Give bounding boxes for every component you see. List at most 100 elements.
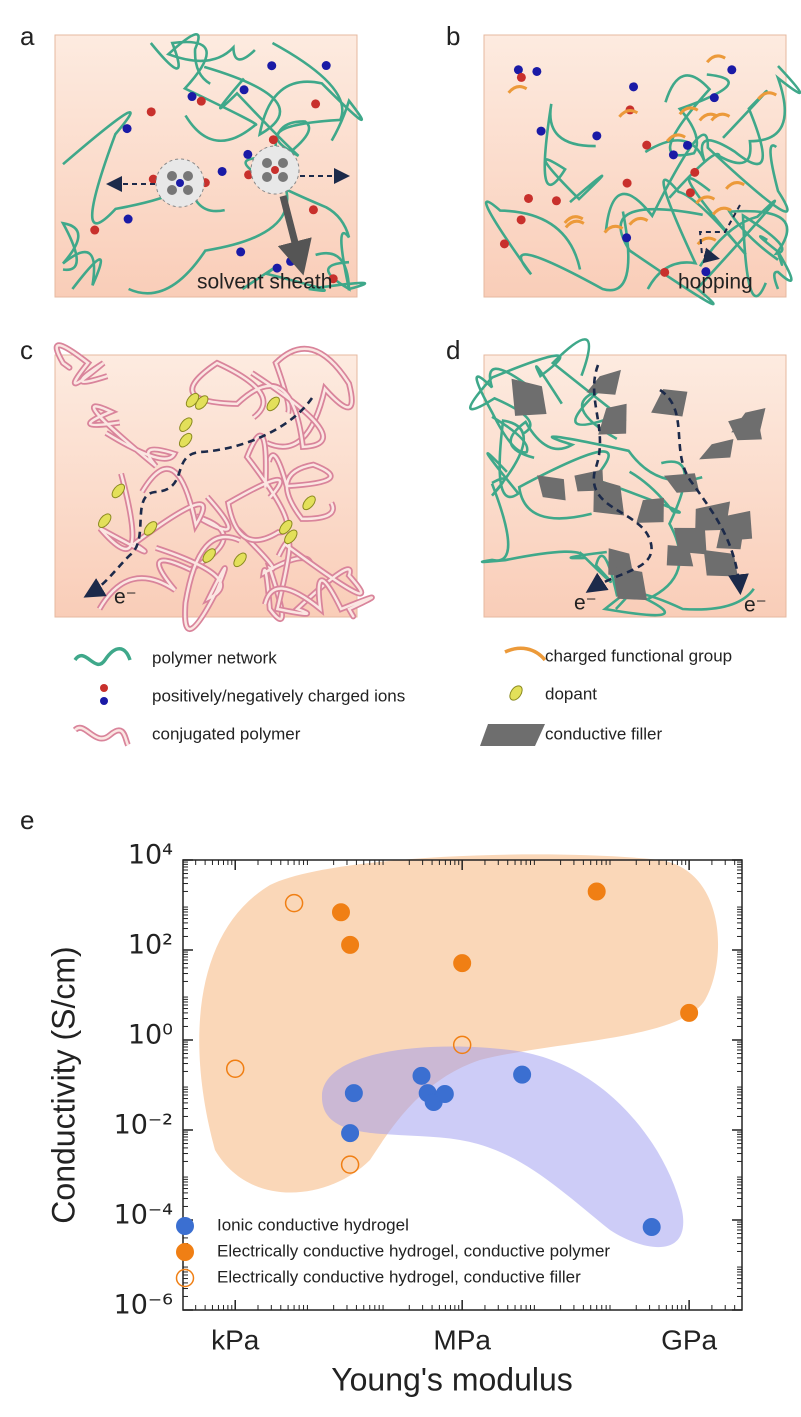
ion [146, 107, 156, 117]
arrow [277, 195, 312, 276]
solvent-molecule [183, 185, 193, 195]
charged-group [507, 85, 528, 94]
polymer-chain [668, 65, 801, 199]
dopant [266, 396, 280, 412]
data-point [513, 1065, 532, 1084]
y-tick-label: 10⁴ [128, 840, 173, 871]
y-tick-label: 10⁻⁴ [114, 1200, 173, 1231]
y-tick-label: 10² [128, 930, 173, 961]
solvent-molecule [167, 185, 177, 195]
legend-marker [176, 1217, 194, 1235]
ion [286, 256, 296, 266]
ion [321, 61, 331, 71]
conductive-filler [673, 527, 707, 555]
dopant [284, 529, 298, 545]
charged-group [710, 112, 731, 122]
ion [532, 66, 542, 76]
ion [629, 82, 639, 92]
ion [592, 131, 602, 141]
legend-text: charged functional group [545, 646, 732, 665]
conjugated-polymer [267, 454, 335, 521]
panel-label: b [446, 21, 460, 51]
legend-icon [504, 646, 547, 662]
schematics: a b c d solvent sheath hopping e⁻ e⁻ e⁻ [20, 21, 801, 633]
charged-group [603, 224, 624, 234]
annotation: hopping [678, 271, 753, 294]
y-tick-label: 10⁰ [128, 1020, 173, 1051]
x-tick-label: GPa [661, 1324, 717, 1355]
polymer-chain [468, 354, 563, 436]
conductive-filler [663, 473, 700, 493]
legend-icon [100, 684, 108, 692]
panel-label: d [446, 335, 460, 365]
data-point [341, 1124, 360, 1143]
charged-group [757, 91, 778, 101]
polymer-chain [578, 551, 755, 611]
charged-group [711, 206, 732, 216]
legend-icon [73, 647, 132, 667]
conductive-filler [586, 369, 621, 395]
dopant [185, 392, 200, 408]
polymer-chain [727, 209, 789, 298]
conductive-filler [574, 469, 604, 492]
solvent-molecule [278, 172, 288, 182]
data-point [344, 1084, 363, 1103]
annotation: solvent sheath [197, 271, 332, 294]
x-tick-label: MPa [433, 1324, 491, 1355]
legend-icon [509, 685, 523, 701]
polymer-chain [486, 419, 526, 499]
ion [683, 140, 693, 150]
polymer-chain [517, 450, 681, 520]
conjugated-polymer [55, 344, 108, 385]
polymer-chain [475, 367, 529, 454]
panel-label: e [20, 805, 34, 835]
conjugated-polymer [98, 495, 230, 610]
electron-path [659, 388, 749, 596]
polymer-chain [219, 41, 344, 157]
arrow [698, 204, 741, 264]
panel-label: c [20, 335, 33, 365]
data-point [587, 882, 606, 901]
polymer-chain [480, 483, 607, 564]
dopant [111, 483, 125, 499]
ion [148, 174, 158, 184]
legend-text: dopant [545, 684, 597, 703]
data-point [340, 1155, 360, 1174]
polymer-chain [644, 89, 768, 166]
solvent-molecule [262, 172, 272, 182]
charged-group [618, 109, 639, 118]
ion [499, 239, 509, 249]
data-point [341, 935, 360, 954]
solvent-molecule [278, 158, 288, 168]
conductive-filler [651, 389, 688, 417]
ion [690, 167, 700, 177]
ion [727, 65, 737, 75]
charged-group [695, 195, 716, 205]
data-point [452, 1035, 472, 1055]
legend-icon [74, 726, 130, 746]
conjugated-polymer [99, 467, 205, 553]
dopant [98, 513, 112, 528]
conjugated-polymer [226, 434, 289, 542]
panel-label: a [20, 21, 35, 51]
chart: e Young's modulus Conductivity (S/cm) kP… [20, 805, 743, 1397]
dopant [179, 417, 193, 432]
ion [536, 126, 546, 136]
ion [642, 140, 652, 150]
polymer-chain [509, 419, 703, 482]
legend-marker [176, 1243, 194, 1261]
conductive-filler [537, 475, 566, 501]
ion [516, 215, 526, 225]
conductive-filler [703, 550, 738, 577]
ion [196, 96, 206, 106]
solvent-molecule [183, 171, 193, 181]
polymer-chain [604, 133, 789, 233]
ion [176, 179, 184, 187]
polymer-chain [165, 33, 256, 85]
charged-group [678, 106, 699, 116]
annotation: e⁻ [744, 594, 767, 617]
polymer-chain [149, 40, 258, 142]
ion [236, 247, 246, 257]
polymer-chain [646, 177, 747, 290]
ion [243, 149, 253, 159]
